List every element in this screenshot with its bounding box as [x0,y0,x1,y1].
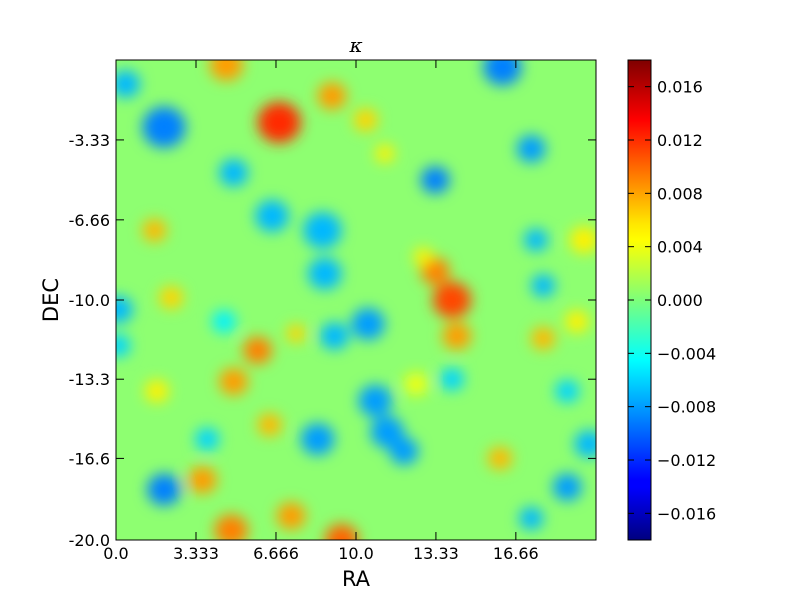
heatmap-background [116,60,596,540]
x-tick-label: 16.66 [493,544,539,563]
kappa-peak-blob [209,60,244,81]
kappa-void-blob [370,416,405,448]
kappa-void-blob [303,212,342,249]
kappa-void-blob [219,159,249,187]
kappa-peak-blob [413,247,433,266]
x-axis: 0.0 3.333 6.666 10.0 13.33 16.66 [103,60,539,563]
kappa-peak-blob [257,101,301,143]
kappa-void-blob [524,228,548,252]
kappa-void-blob [300,423,335,456]
colorbar-tick-label: 0.008 [657,184,703,203]
x-tick-label: 10.0 [338,544,374,563]
kappa-void-blob [308,257,342,290]
kappa-peak-blob [488,447,512,470]
y-tick-label: -10.0 [69,291,110,310]
colorbar-tick-label: 0.012 [657,131,703,150]
kappa-peak-blob [243,336,272,365]
kappa-void-blob [516,135,546,163]
kappa-void-blob [116,295,133,324]
kappa-peak-blob [214,514,248,540]
kappa-peak-blob [442,322,472,350]
chart-title: κ [348,33,362,57]
kappa-void-blob [389,437,419,465]
y-axis-label: DEC [39,278,63,322]
colorbar-tick-label: 0.004 [657,238,703,257]
colorbar-ticks: 0.016 0.012 0.008 0.004 0.000 −0.004 −0.008 −0.… [628,78,716,523]
kappa-void-blob [255,200,289,232]
kappa-peak-blob [569,226,596,254]
kappa-peak-blob [159,286,184,309]
colorbar-tick-label: −0.012 [657,451,716,470]
kappa-peak-blob [564,310,589,333]
kappa-void-blob [555,379,580,403]
colorbar-tick-label: −0.008 [657,398,716,417]
y-tick-label: -3.33 [69,131,110,150]
y-tick-label: -20.0 [69,531,110,550]
y-axis: -3.33 -6.66 -10.0 -13.3 -16.6 -20.0 [69,131,596,550]
heatmap-plot [115,59,597,541]
kappa-void-blob [320,322,349,350]
x-tick-label: 6.666 [253,544,299,563]
kappa-peak-blob [257,413,282,437]
colorbar: 0.016 0.012 0.008 0.004 0.000 −0.004 −0.008 −0.… [627,59,716,541]
kappa-peak-blob [286,324,306,343]
kappa-peak-blob [317,82,347,110]
kappa-void-blob [440,367,464,391]
x-tick-label: 0.0 [103,544,128,563]
kappa-peak-blob [142,219,167,242]
kappa-peak-blob [188,466,217,494]
x-axis-label: RA [342,567,371,591]
kappa-void-blob [116,70,140,98]
kappa-void-blob [519,507,544,530]
kappa-peak-blob [353,108,378,132]
colorbar-tick-label: 0.016 [657,78,703,97]
kappa-peak-blob [276,502,306,530]
kappa-peak-blob [531,327,556,350]
kappa-peak-blob [144,379,169,403]
kappa-peak-blob [324,524,359,540]
kappa-void-blob [552,473,582,501]
kappa-peak-blob [219,367,249,396]
kappa-void-blob [351,308,385,340]
kappa-void-blob [116,334,131,357]
y-tick-label: -13.3 [69,370,110,389]
kappa-void-blob [142,106,186,148]
kappa-void-blob [195,427,220,451]
kappa-peak-blob [404,372,428,396]
y-tick-label: -16.6 [69,449,110,468]
colorbar-tick-label: −0.016 [657,504,716,523]
kappa-peak-blob [375,144,395,163]
kappa-void-blob [420,166,450,194]
kappa-peak-blob [432,281,472,319]
y-tick-label: -6.66 [69,211,110,230]
kappa-void-blob [358,384,393,417]
kappa-void-blob [574,430,596,458]
kappa-void-blob [531,274,556,297]
colorbar-tick-label: −0.004 [657,344,716,363]
x-tick-label: 3.333 [173,544,219,563]
kappa-void-blob [212,310,236,333]
kappa-void-blob [147,473,181,506]
x-tick-label: 13.33 [413,544,459,563]
kappa-void-blob [483,60,522,86]
colorbar-tick-label: 0.000 [657,291,703,310]
